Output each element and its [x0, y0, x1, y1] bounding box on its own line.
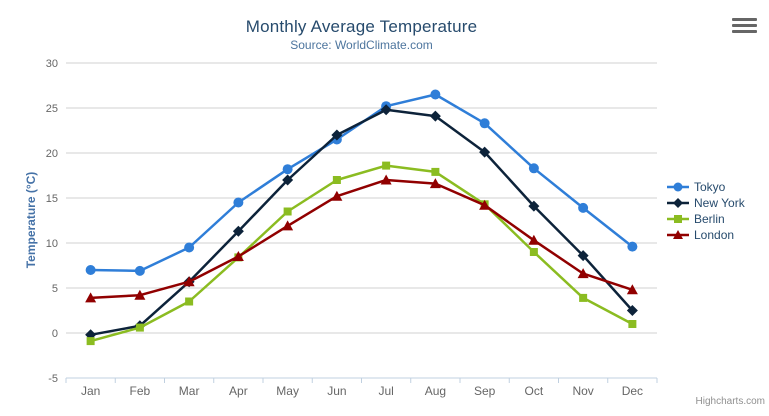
- hamburger-menu-icon: [732, 18, 757, 33]
- triangle-legend-marker-icon: [667, 230, 689, 239]
- data-point-tokyo[interactable]: [578, 202, 589, 213]
- data-point-tokyo[interactable]: [233, 197, 244, 208]
- data-point-berlin[interactable]: [382, 161, 391, 170]
- legend-item-new-york[interactable]: New York: [667, 195, 745, 211]
- x-axis-label: Jun: [327, 384, 346, 398]
- data-point-new-york[interactable]: [232, 225, 244, 237]
- square-legend-marker-icon: [667, 215, 689, 223]
- x-axis-label: Jan: [81, 384, 100, 398]
- data-point-berlin[interactable]: [628, 320, 637, 328]
- legend: Tokyo New York Berlin London: [667, 179, 745, 243]
- series-line-berlin: [89, 164, 634, 343]
- chart-title: Monthly Average Temperature: [245, 17, 478, 36]
- x-axis-label: Mar: [179, 384, 200, 398]
- y-axis-title: Temperature (°C): [24, 171, 38, 269]
- y-axis-label: 10: [46, 238, 58, 250]
- data-point-berlin[interactable]: [579, 293, 588, 302]
- data-point-berlin[interactable]: [529, 248, 538, 256]
- series-line-tokyo: [89, 93, 634, 273]
- data-point-berlin[interactable]: [431, 167, 440, 176]
- x-axis-label: Nov: [572, 384, 593, 398]
- data-point-berlin[interactable]: [86, 337, 95, 346]
- y-axis-label: 5: [52, 283, 58, 295]
- data-point-london[interactable]: [134, 289, 146, 300]
- data-point-new-york[interactable]: [626, 305, 638, 316]
- x-axis-label: Apr: [229, 384, 248, 398]
- y-axis-label: 15: [46, 193, 58, 205]
- data-point-berlin[interactable]: [185, 297, 194, 306]
- x-axis-label: May: [276, 384, 299, 398]
- data-point-tokyo[interactable]: [528, 163, 539, 174]
- data-point-berlin[interactable]: [332, 176, 341, 184]
- y-axis-label: -5: [48, 373, 58, 385]
- data-point-new-york[interactable]: [528, 200, 540, 212]
- x-axis-label: Jul: [378, 384, 393, 398]
- data-point-tokyo[interactable]: [430, 89, 441, 100]
- series-line-new-york: [89, 108, 634, 337]
- data-point-london[interactable]: [331, 190, 343, 201]
- chart-subtitle: Source: WorldClimate.com: [290, 38, 433, 52]
- data-point-london[interactable]: [85, 292, 97, 303]
- legend-item-london[interactable]: London: [667, 227, 745, 243]
- x-axis-label: Oct: [525, 384, 544, 398]
- diamond-legend-marker-icon: [667, 198, 689, 208]
- x-axis-label: Aug: [425, 384, 446, 398]
- data-point-tokyo[interactable]: [134, 265, 145, 276]
- series-line-london: [89, 178, 634, 300]
- data-point-london[interactable]: [183, 276, 195, 287]
- data-point-london[interactable]: [282, 220, 294, 231]
- x-axis-label: Dec: [622, 384, 643, 398]
- x-axis-label: Feb: [130, 384, 151, 398]
- data-point-tokyo[interactable]: [627, 241, 638, 252]
- data-point-berlin[interactable]: [283, 207, 292, 216]
- y-axis-label: 20: [46, 148, 58, 160]
- data-point-new-york[interactable]: [577, 250, 589, 262]
- data-point-new-york[interactable]: [331, 129, 343, 141]
- credits-link[interactable]: Highcharts.com: [695, 396, 765, 407]
- legend-item-label: London: [694, 228, 735, 242]
- data-point-berlin[interactable]: [135, 323, 144, 332]
- legend-item-label: Tokyo: [694, 180, 726, 194]
- circle-legend-marker-icon: [667, 182, 689, 192]
- legend-item-label: Berlin: [694, 212, 725, 226]
- export-menu-button[interactable]: [730, 16, 759, 35]
- data-point-london[interactable]: [232, 251, 244, 261]
- data-point-tokyo[interactable]: [184, 242, 195, 253]
- y-axis-label: 25: [46, 103, 58, 115]
- data-point-tokyo[interactable]: [282, 164, 293, 175]
- y-axis-label: 30: [46, 58, 58, 70]
- data-point-new-york[interactable]: [429, 110, 441, 122]
- data-point-new-york[interactable]: [479, 146, 491, 158]
- data-point-tokyo[interactable]: [479, 118, 490, 129]
- data-point-london[interactable]: [626, 284, 638, 295]
- data-point-tokyo[interactable]: [85, 265, 96, 275]
- data-point-london[interactable]: [577, 268, 589, 279]
- data-point-new-york[interactable]: [282, 174, 294, 186]
- legend-item-label: New York: [694, 196, 745, 210]
- data-point-london[interactable]: [479, 199, 491, 210]
- y-axis-label: 0: [52, 328, 58, 340]
- data-point-london[interactable]: [528, 234, 540, 245]
- data-point-new-york[interactable]: [380, 104, 392, 116]
- data-point-london[interactable]: [429, 178, 441, 189]
- x-axis-label: Sep: [474, 384, 496, 398]
- legend-item-tokyo[interactable]: Tokyo: [667, 179, 745, 195]
- data-point-london[interactable]: [380, 174, 392, 185]
- legend-item-berlin[interactable]: Berlin: [667, 211, 745, 227]
